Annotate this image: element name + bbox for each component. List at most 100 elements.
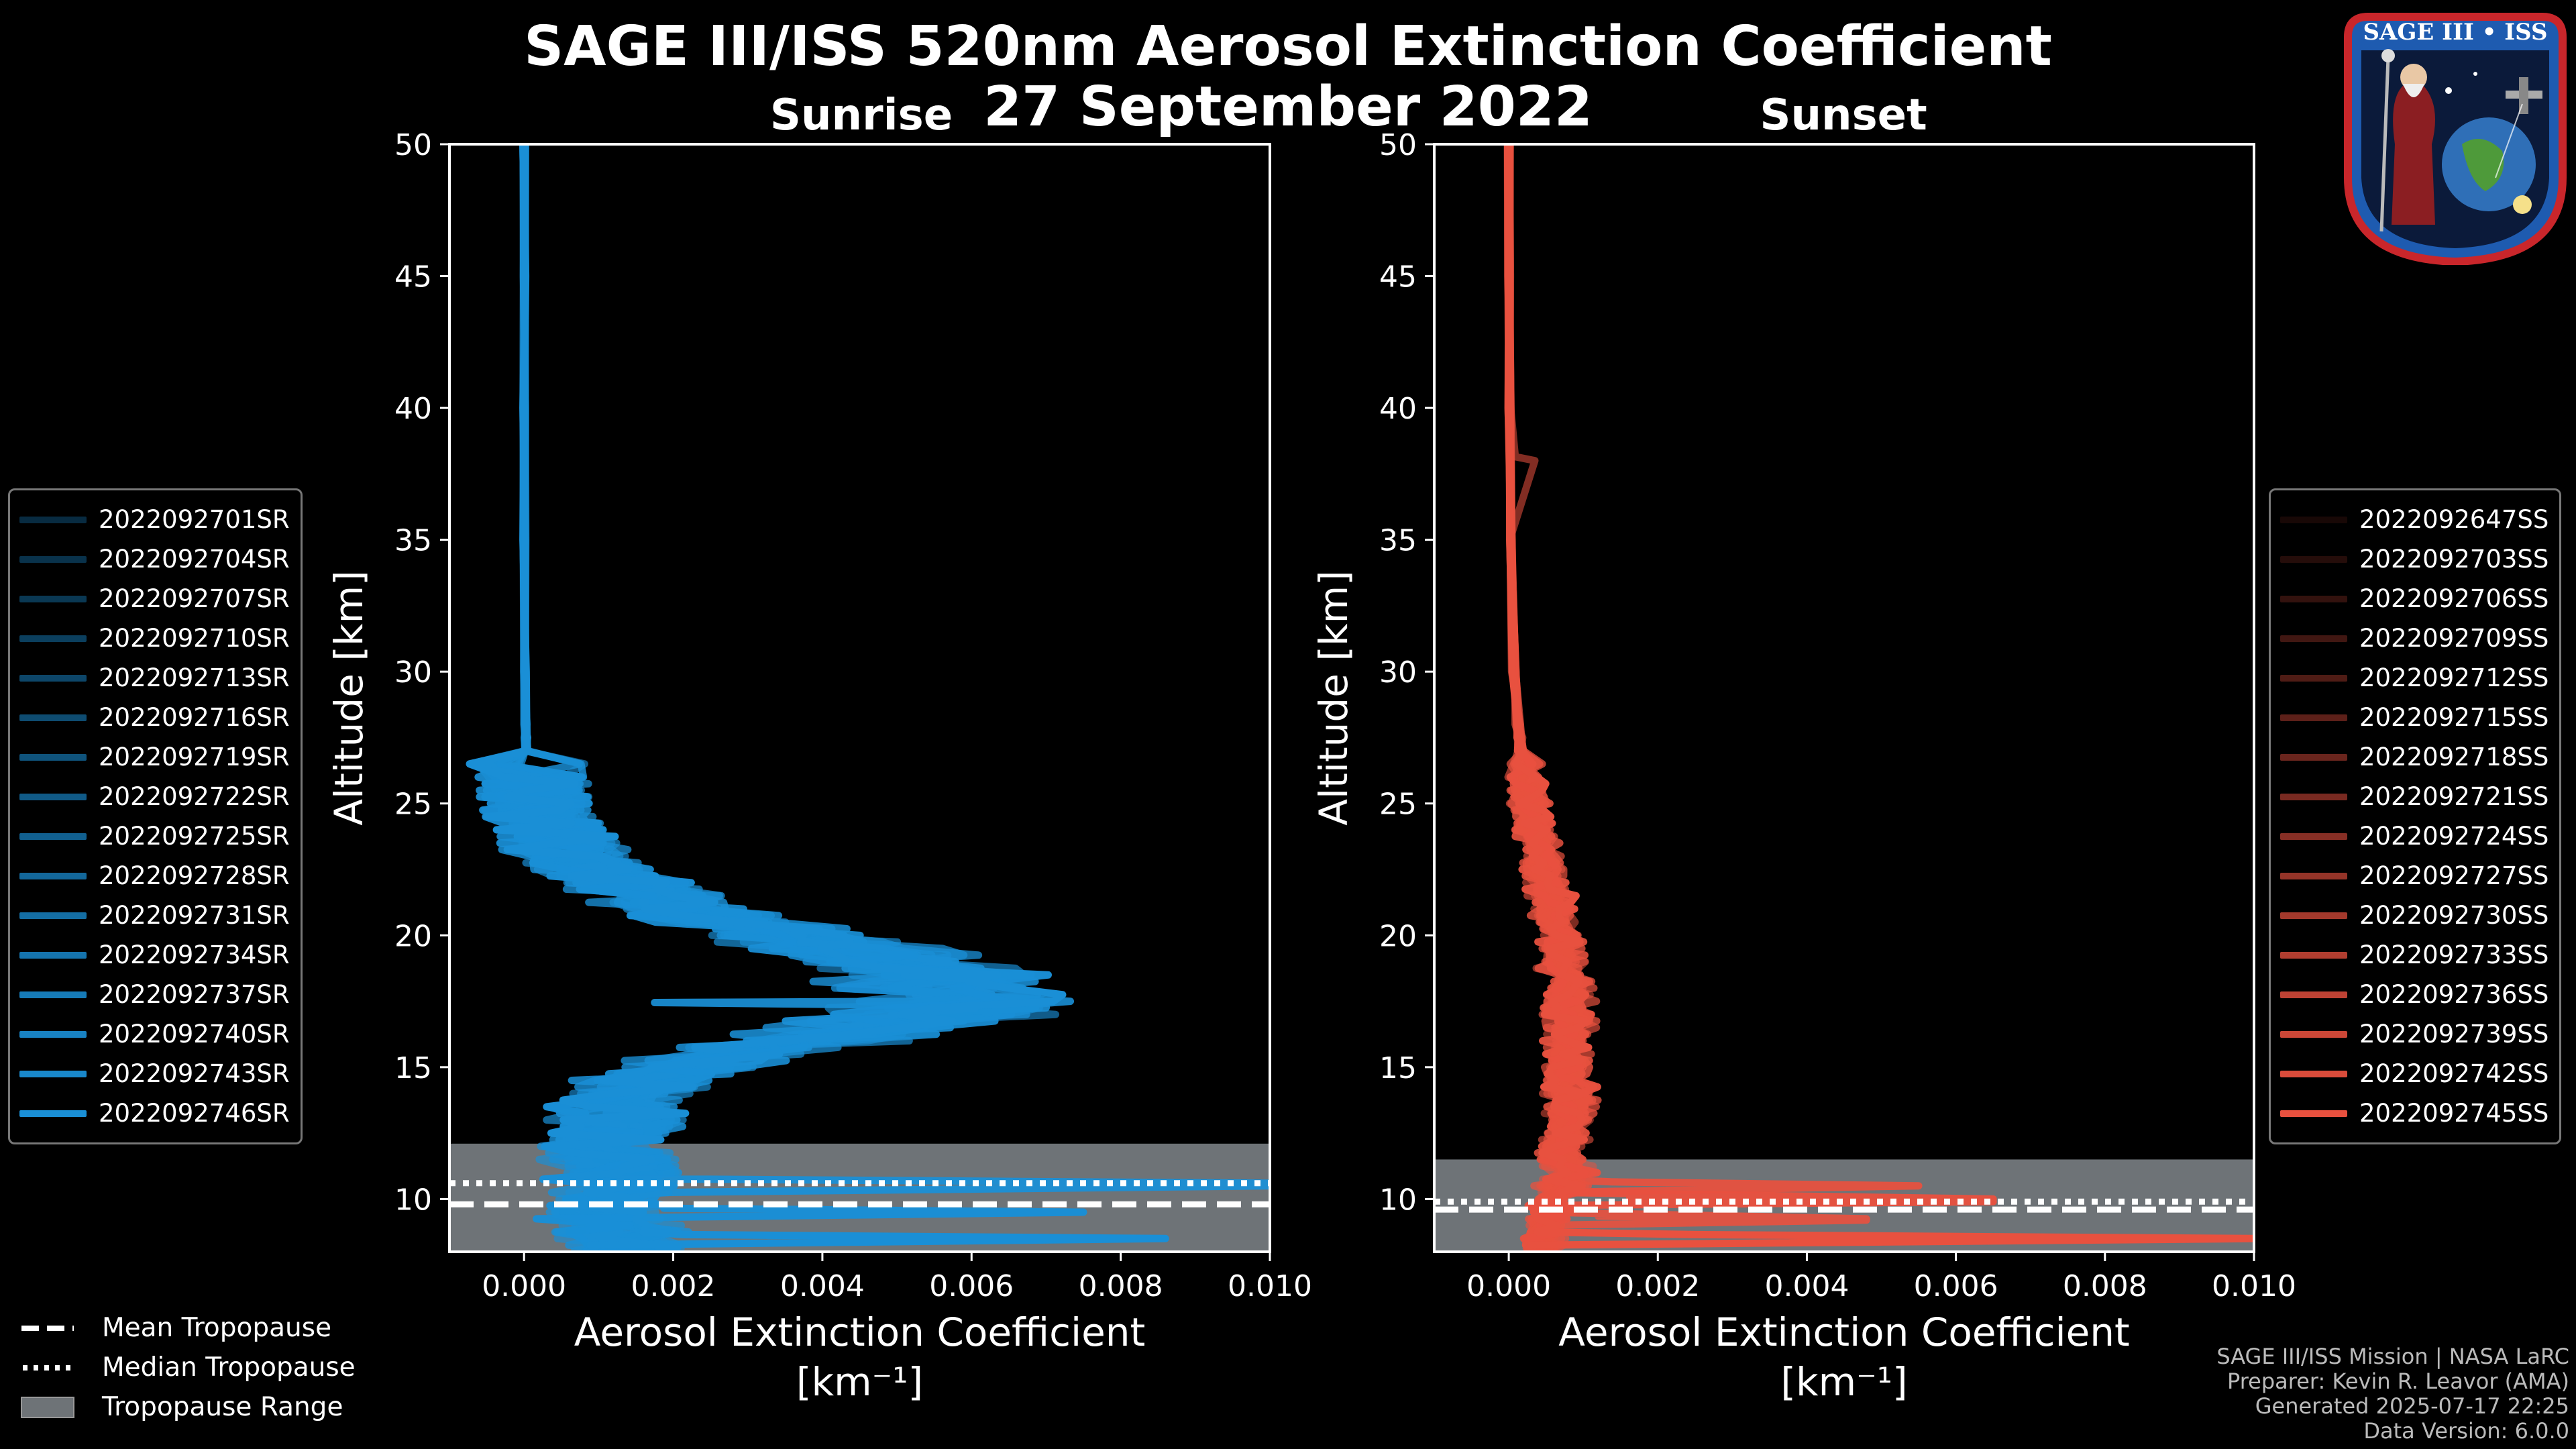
legend-item-2022092734SR: 2022092734SR — [10, 935, 301, 975]
range-swatch-icon — [21, 1396, 74, 1418]
legend-item-2022092743SR: 2022092743SR — [10, 1054, 301, 1093]
legend-swatch — [2280, 714, 2347, 721]
legend-label: 2022092733SS — [2359, 941, 2549, 969]
tropopause-legend: Mean Tropopause Median Tropopause Tropop… — [20, 1308, 356, 1427]
legend-swatch — [2280, 872, 2347, 879]
x-tick-label: 0.000 — [482, 1269, 566, 1303]
sunrise-legend: 2022092701SR 2022092704SR 2022092707SR 2022… — [8, 488, 303, 1144]
legend-item-2022092719SR: 2022092719SR — [10, 737, 301, 777]
sunset-chart: 0.000 0.002 0.004 0.006 0.008 0.010 10 15 20 25 30… — [1311, 128, 2296, 1405]
legend-swatch — [19, 991, 87, 998]
legend-label: 2022092703SS — [2359, 545, 2549, 574]
credit-generated: Generated 2025-07-17 22:25 — [2255, 1393, 2569, 1419]
sunrise-chart: 0.000 0.002 0.004 0.006 0.008 0.010 10 15 20 25 30… — [326, 128, 1312, 1405]
x-axis-label: Aerosol Extinction Coefficient — [1558, 1309, 2130, 1355]
credits-block: SAGE III/ISS Mission | NASA LaRC Prepare… — [2216, 1344, 2569, 1444]
legend-label: 2022092746SR — [99, 1099, 290, 1128]
y-tick-label: 45 — [1379, 260, 1417, 294]
legend-label: 2022092721SS — [2359, 782, 2549, 811]
legend-swatch — [19, 1070, 87, 1077]
legend-swatch — [2280, 833, 2347, 840]
y-tick-label: 40 — [1379, 392, 1417, 426]
x-axis-label: Aerosol Extinction Coefficient — [574, 1309, 1146, 1355]
legend-item-2022092730SS: 2022092730SS — [2271, 896, 2559, 935]
x-tick-label: 0.002 — [631, 1269, 716, 1303]
legend-item-2022092737SR: 2022092737SR — [10, 975, 301, 1014]
legend-item-2022092739SS: 2022092739SS — [2271, 1014, 2559, 1054]
legend-item-2022092713SR: 2022092713SR — [10, 658, 301, 698]
y-tick-label: 50 — [394, 128, 432, 162]
chart-date: 27 September 2022 — [983, 75, 1593, 139]
legend-item-2022092703SS: 2022092703SS — [2271, 539, 2559, 579]
sunset-panel-title: Sunset — [1760, 91, 1927, 140]
x-tick-label: 0.010 — [1228, 1269, 1312, 1303]
legend-median-tropopause: Median Tropopause — [20, 1348, 356, 1387]
legend-item-2022092712SS: 2022092712SS — [2271, 658, 2559, 698]
legend-range-label: Tropopause Range — [102, 1392, 343, 1422]
legend-label: 2022092718SS — [2359, 743, 2549, 771]
legend-item-2022092745SS: 2022092745SS — [2271, 1093, 2559, 1133]
legend-label: 2022092736SS — [2359, 980, 2549, 1009]
y-tick-label: 10 — [394, 1183, 432, 1217]
legend-mean-tropopause: Mean Tropopause — [20, 1308, 356, 1348]
sunset-legend: 2022092647SS 2022092703SS 2022092706SS 2022… — [2269, 488, 2562, 1144]
legend-label: 2022092701SR — [99, 505, 290, 534]
legend-tropopause-range: Tropopause Range — [20, 1387, 356, 1427]
axes-frame — [1433, 143, 2255, 1253]
legend-mean-label: Mean Tropopause — [102, 1313, 332, 1343]
y-tick-label: 45 — [394, 260, 432, 294]
y-tick-label: 35 — [394, 524, 432, 558]
sunrise-panel-title: Sunrise — [769, 91, 953, 140]
credit-version: Data Version: 6.0.0 — [2363, 1418, 2569, 1444]
legend-item-2022092715SS: 2022092715SS — [2271, 698, 2559, 737]
legend-swatch — [19, 714, 87, 721]
legend-item-2022092746SR: 2022092746SR — [10, 1093, 301, 1133]
legend-swatch — [19, 595, 87, 602]
legend-label: 2022092716SR — [99, 703, 290, 732]
legend-label: 2022092727SS — [2359, 861, 2549, 890]
legend-label: 2022092713SR — [99, 663, 290, 692]
legend-swatch — [2280, 1070, 2347, 1077]
x-tick-label: 0.004 — [780, 1269, 865, 1303]
axes-frame — [448, 143, 1271, 1253]
legend-item-2022092727SS: 2022092727SS — [2271, 856, 2559, 896]
legend-swatch — [2280, 516, 2347, 523]
y-tick-label: 40 — [394, 392, 432, 426]
legend-item-2022092721SS: 2022092721SS — [2271, 777, 2559, 816]
legend-swatch — [2280, 674, 2347, 682]
legend-label: 2022092734SR — [99, 941, 290, 969]
legend-item-2022092706SS: 2022092706SS — [2271, 579, 2559, 619]
y-tick-label: 25 — [394, 788, 432, 822]
legend-swatch — [19, 555, 87, 563]
legend-label: 2022092745SS — [2359, 1099, 2549, 1128]
mission-patch-icon: SAGE III • ISS — [2344, 13, 2567, 266]
legend-label: 2022092737SR — [99, 980, 290, 1009]
legend-item-2022092701SR: 2022092701SR — [10, 500, 301, 539]
legend-swatch — [19, 951, 87, 959]
x-tick-label: 0.008 — [2063, 1269, 2147, 1303]
legend-item-2022092728SR: 2022092728SR — [10, 856, 301, 896]
legend-item-2022092736SS: 2022092736SS — [2271, 975, 2559, 1014]
legend-label: 2022092712SS — [2359, 663, 2549, 692]
legend-label: 2022092742SS — [2359, 1059, 2549, 1088]
legend-item-2022092724SS: 2022092724SS — [2271, 816, 2559, 856]
legend-item-2022092722SR: 2022092722SR — [10, 777, 301, 816]
legend-swatch — [19, 753, 87, 761]
legend-label: 2022092647SS — [2359, 505, 2549, 534]
legend-item-2022092647SS: 2022092647SS — [2271, 500, 2559, 539]
legend-swatch — [2280, 753, 2347, 761]
legend-swatch — [2280, 595, 2347, 602]
dotted-line-icon — [23, 1364, 74, 1371]
legend-swatch — [19, 1030, 87, 1038]
logo-text: SAGE III • ISS — [2363, 19, 2547, 46]
legend-swatch — [19, 516, 87, 523]
y-tick-label: 10 — [1379, 1183, 1417, 1217]
legend-item-2022092725SR: 2022092725SR — [10, 816, 301, 856]
legend-label: 2022092743SR — [99, 1059, 290, 1088]
x-tick-label: 0.006 — [1914, 1269, 1998, 1303]
x-tick-label: 0.004 — [1764, 1269, 1849, 1303]
legend-item-2022092707SR: 2022092707SR — [10, 579, 301, 619]
y-tick-label: 15 — [394, 1051, 432, 1085]
legend-swatch — [19, 912, 87, 919]
y-tick-label: 20 — [1379, 919, 1417, 953]
